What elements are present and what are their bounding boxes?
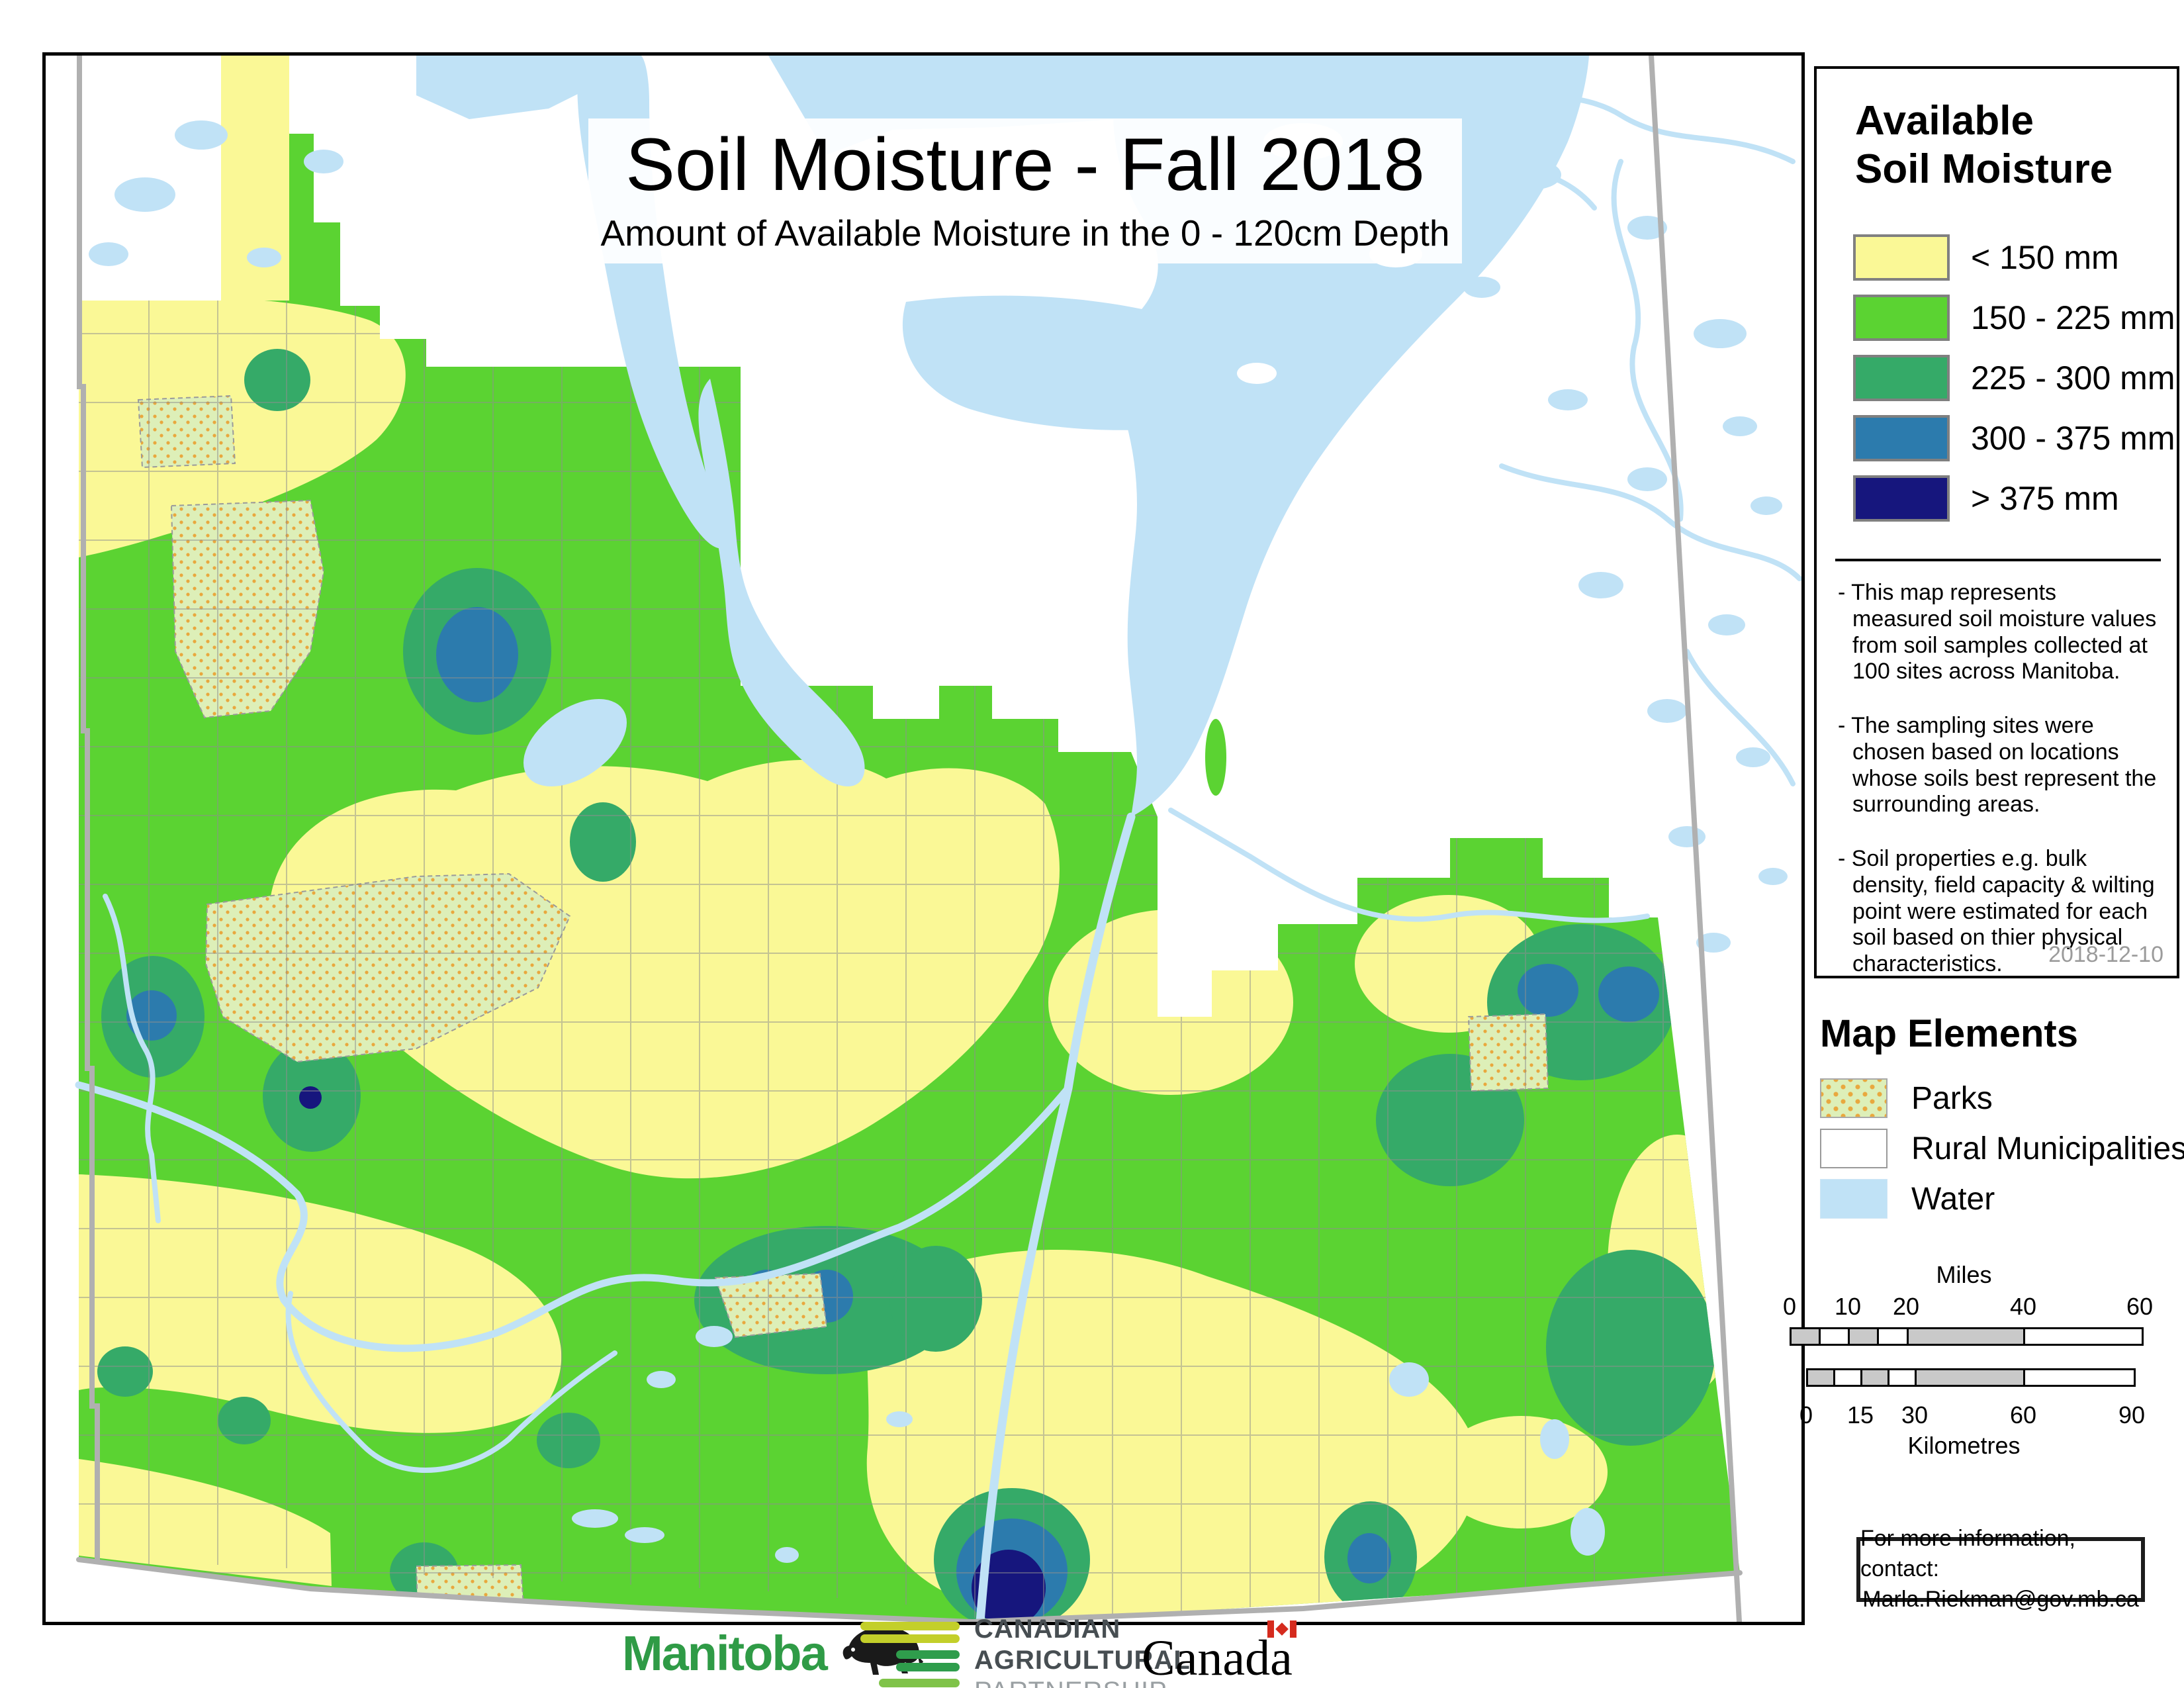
canadian-agricultural-partnership-logo: CANADIAN AGRICULTURAL PARTNERSHIP [860,1614,1191,1688]
legend-rows: < 150 mm 150 - 225 mm 225 - 300 mm 300 -… [1853,234,2175,536]
miles-tick: 60 [2126,1293,2154,1320]
cap-line-agricultural: AGRICULTURAL [974,1646,1191,1675]
souris-river [285,1291,617,1473]
legend-swatch-225-300 [1853,355,1950,401]
parks-overlays [137,395,1549,1609]
legend-row: > 375 mm [1853,475,2175,522]
manitoba-wordmark: Manitoba [622,1626,828,1681]
km-tick: 90 [2118,1401,2146,1429]
cap-line-partnership: PARTNERSHIP [974,1676,1191,1688]
km-tick: 0 [1799,1401,1813,1429]
miles-tick: 10 [1834,1293,1862,1320]
map-elements-row-rm: Rural Municipalities [1820,1129,2184,1168]
cap-line-canadian: CANADIAN [974,1615,1121,1644]
map-elements-row-parks: Parks [1820,1078,2181,1118]
rural-municipalities-swatch [1820,1129,1888,1168]
map-elements-row-water: Water [1820,1179,2181,1219]
kilometres-scale-label: Kilometres [1907,1432,2021,1459]
manitoba-soil-moisture-map [75,56,1801,1622]
hecla-island [1205,719,1226,796]
map-elements-title: Map Elements [1820,1012,2078,1055]
legend-swatch-over-375 [1853,475,1950,522]
legend-label: 300 - 375 mm [1971,420,2175,457]
legend-label: > 375 mm [1971,480,2119,517]
canada-wordmark-logo: Canada [1142,1620,1297,1687]
map-frame: Soil Moisture - Fall 2018 Amount of Avai… [42,52,1805,1625]
legend-label: 150 - 225 mm [1971,299,2175,336]
moisture-zones-225-300mm [97,349,1715,1622]
lake-manitoba [698,379,865,786]
canada-wordmark-text: Canada [1142,1630,1293,1686]
miles-scale-label: Miles [1936,1261,1992,1288]
canada-flag-icon [1267,1620,1297,1638]
red-river [976,812,1136,1622]
legend-swatch-under-150 [1853,234,1950,281]
km-tick: 60 [2009,1401,2037,1429]
us-border [76,1557,1743,1622]
lake-dauphin [523,698,627,787]
upper-west-river [103,894,161,1223]
km-tick: 30 [1901,1401,1929,1429]
lake-nw-arm [416,56,602,119]
map-title: Soil Moisture - Fall 2018 [625,123,1425,206]
miles-scale-bar [1790,1327,2144,1346]
saskatchewan-border [77,56,100,1562]
rivers [75,73,1801,1622]
legend-swatch-150-225 [1853,295,1950,341]
map-elements-panel: Map Elements Parks Rural Municipalities … [1820,1011,2184,1229]
miles-tick: 0 [1782,1293,1797,1320]
water-label: Water [1911,1181,1995,1217]
legend-row: 150 - 225 mm [1853,295,2175,341]
contact-line: For more information, contact: [1860,1526,2075,1582]
miles-tick: 20 [1892,1293,1920,1320]
cap-bars-icon [860,1620,960,1688]
legend-note-3: - Soil properties e.g. bulk density, fie… [1838,846,2155,977]
miles-tick: 40 [2009,1293,2037,1320]
moisture-zones-under-150mm [79,56,1740,1622]
legend-label: < 150 mm [1971,239,2119,276]
legend-note-1: - This map represents measured soil mois… [1838,580,2157,684]
legend-swatch-300-375 [1853,415,1950,461]
parks-label: Parks [1911,1080,1993,1116]
parks-swatch [1820,1078,1888,1118]
legend-label: 225 - 300 mm [1971,359,2175,397]
water-swatch [1820,1179,1888,1219]
legend-notes: - This map represents measured soil mois… [1838,580,2159,1006]
map-subtitle: Amount of Available Moisture in the 0 - … [600,212,1450,254]
moisture-zones-over-375mm [299,1086,1046,1622]
map-date: 2018-12-10 [2048,942,2163,967]
ontario-border [1649,56,1742,1622]
map-title-block: Soil Moisture - Fall 2018 Amount of Avai… [588,118,1462,264]
legend-row: < 150 mm [1853,234,2175,281]
province-border-lines [76,56,1743,1622]
km-tick: 15 [1846,1401,1874,1429]
legend-row: 300 - 375 mm [1853,415,2175,461]
winnipeg-river [1168,808,1650,923]
legend-row: 225 - 300 mm [1853,355,2175,401]
legend-divider [1835,559,2161,561]
contact-email: Marla.Riekman@gov.mb.ca [1862,1586,2139,1612]
cap-wordmark: CANADIAN AGRICULTURAL PARTNERSHIP [974,1614,1191,1688]
contact-box: For more information, contact: Marla.Rie… [1856,1526,2145,1612]
kilometres-scale-bar [1806,1368,2136,1387]
legend-title: Available Soil Moisture [1855,98,2113,193]
scale-bars: Miles 0 10 20 40 60 0 15 30 60 90 Kilome… [1783,1261,2184,1460]
legend-panel: Available Soil Moisture < 150 mm 150 - 2… [1814,66,2179,978]
rural-municipalities-label: Rural Municipalities [1911,1131,2184,1166]
legend-note-2: - The sampling sites were chosen based o… [1838,713,2157,818]
assiniboine-river [75,1081,1072,1352]
